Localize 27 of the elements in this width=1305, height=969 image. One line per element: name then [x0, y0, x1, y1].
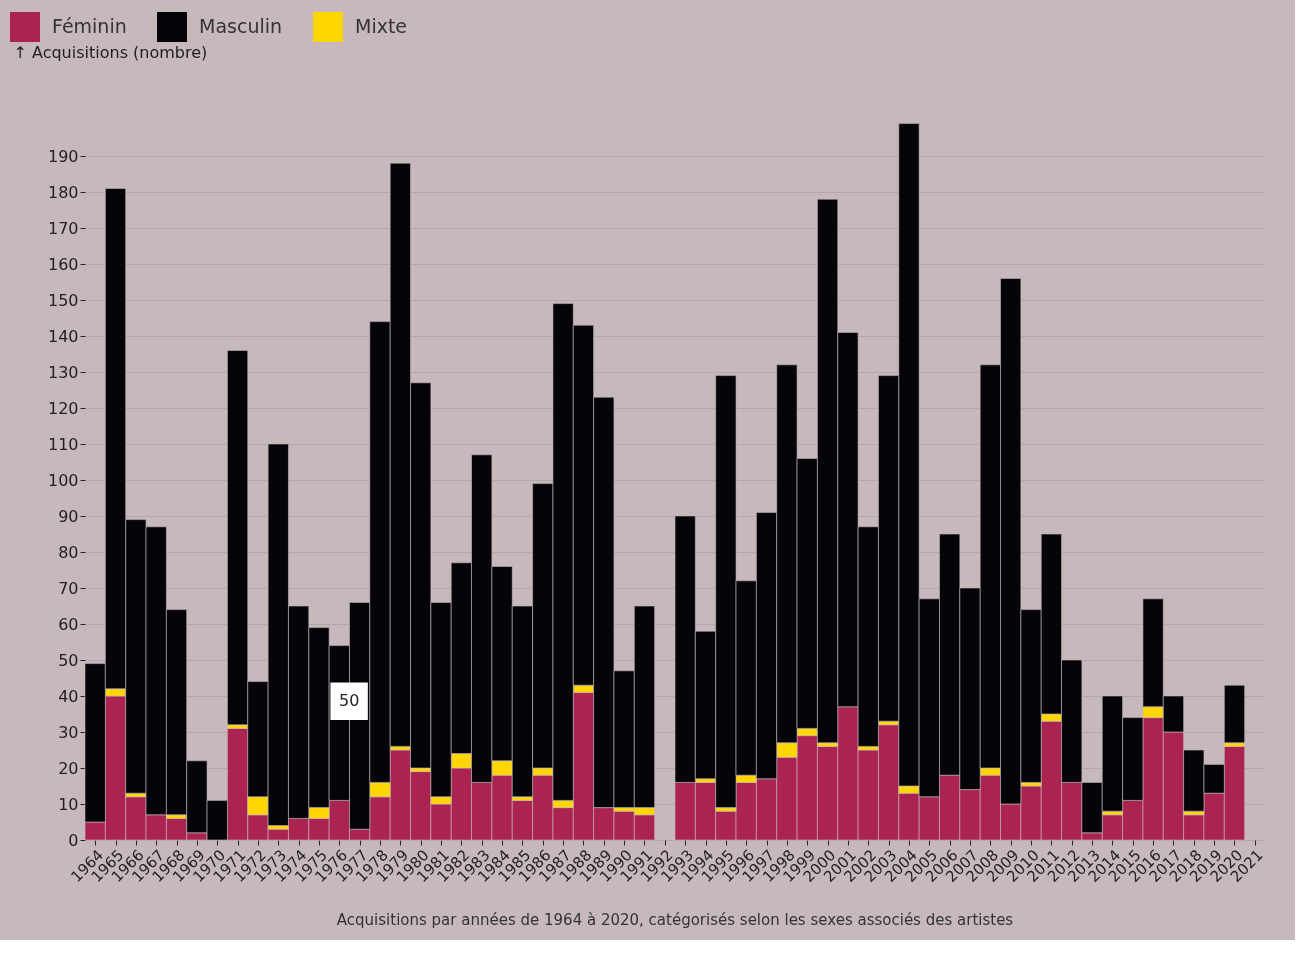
y-tick-label: 0 — [68, 830, 79, 850]
y-tick-label: 190 — [47, 146, 79, 166]
y-tick-label: 10 — [58, 794, 79, 814]
y-tick-label: 70 — [58, 578, 79, 598]
y-tick-label: 160 — [47, 254, 79, 274]
y-tick-label: 80 — [58, 542, 79, 562]
y-tick-label: 170 — [47, 218, 79, 238]
legend-label: Mixte — [355, 15, 408, 37]
y-tick-label: 60 — [58, 614, 79, 634]
y-tick-label: 150 — [47, 290, 79, 310]
y-tick-label: 40 — [58, 686, 79, 706]
annotation: 50 — [338, 691, 360, 711]
y-tick-label: 100 — [47, 470, 79, 490]
y-tick-label: 20 — [58, 758, 79, 778]
y-tick-label: 180 — [47, 182, 79, 202]
legend-label: Masculin — [199, 15, 283, 37]
y-tick-label: 130 — [47, 362, 79, 382]
y-axis-title: ↑ Acquisitions (nombre) — [13, 42, 208, 62]
y-tick-label: 140 — [47, 326, 79, 346]
y-tick-label: 90 — [58, 506, 79, 526]
y-tick-label: 30 — [58, 722, 79, 742]
legend-label: Féminin — [52, 15, 127, 37]
y-tick-label: 120 — [47, 398, 79, 418]
y-tick-label: 50 — [58, 650, 79, 670]
text: Acquisitions par années de 1964 à 2020, catégorisés selon les sexes associés des artistes — [336, 911, 1014, 929]
y-tick-label: 110 — [47, 434, 79, 454]
bar — [1224, 684, 1245, 744]
